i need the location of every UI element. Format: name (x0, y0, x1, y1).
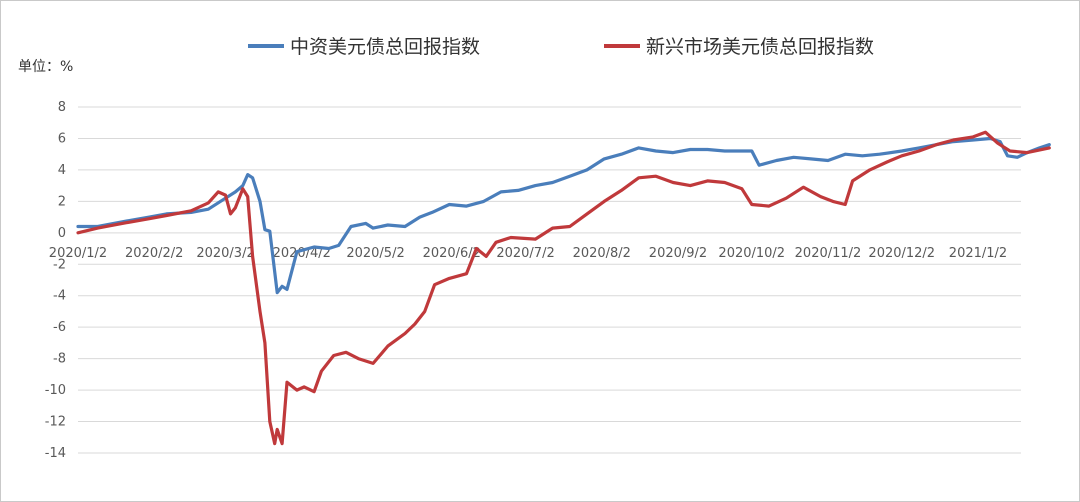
y-tick-label: -4 (53, 289, 66, 304)
x-tick-label: 2020/8/2 (573, 246, 631, 261)
y-tick-label: 0 (58, 226, 66, 241)
legend-label-series-2: 新兴市场美元债总回报指数 (646, 36, 875, 58)
x-tick-label: 2020/3/2 (196, 246, 254, 261)
series-line-2 (76, 130, 1051, 446)
y-tick-label: 4 (58, 163, 66, 178)
x-tick-label: 2020/12/2 (868, 246, 935, 261)
x-tick-label: 2020/2/2 (125, 246, 183, 261)
x-tick-label: 2020/6/2 (423, 246, 481, 261)
x-tick-label: 2020/1/2 (49, 246, 107, 261)
y-tick-label: -8 (53, 352, 66, 367)
chart-legend: 中资美元债总回报指数 新兴市场美元债总回报指数 (0, 32, 1080, 62)
y-axis-unit-label: 单位：% (18, 59, 74, 75)
x-tick-label: 2020/5/2 (346, 246, 404, 261)
x-tick-label: 2021/1/2 (949, 246, 1007, 261)
x-tick-label: 2020/9/2 (649, 246, 707, 261)
legend-item-series-2: 新兴市场美元债总回报指数 (604, 32, 874, 59)
x-tick-label: 2020/11/2 (795, 246, 862, 261)
x-tick-label: 2020/4/2 (273, 246, 331, 261)
y-tick-label: 8 (58, 100, 66, 115)
legend-label-series-1: 中资美元债总回报指数 (290, 36, 481, 58)
y-tick-label: -2 (53, 257, 66, 272)
y-tick-label: 6 (58, 131, 66, 146)
y-tick-label: 2 (58, 194, 66, 209)
y-tick-label: -12 (45, 415, 66, 430)
legend-item-series-1: 中资美元债总回报指数 (248, 32, 480, 59)
legend-swatch-series-2 (604, 43, 640, 48)
y-tick-label: -10 (45, 383, 66, 398)
y-tick-label: -6 (53, 320, 66, 335)
legend-swatch-series-1 (248, 43, 284, 48)
y-tick-label: -14 (45, 446, 66, 461)
series-line-1 (76, 136, 1051, 295)
x-tick-label: 2020/7/2 (496, 246, 554, 261)
x-tick-label: 2020/10/2 (718, 246, 785, 261)
